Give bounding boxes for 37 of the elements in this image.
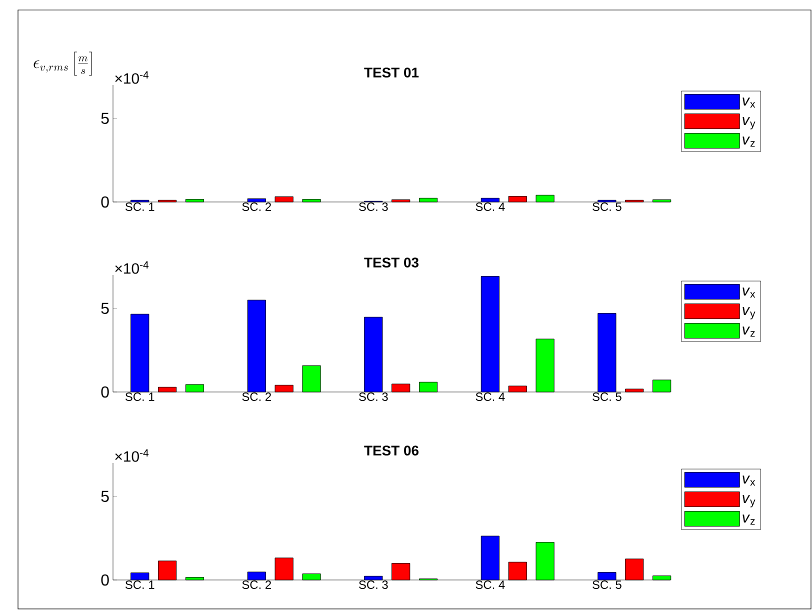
- y-tick-label: 0: [101, 574, 109, 586]
- legend-label: v$_{x}$: [742, 288, 756, 298]
- x-tick-label: SC. 1: [125, 392, 154, 401]
- x-tick-label: SC. 3: [359, 580, 388, 589]
- legend-label: v$_{x}$: [742, 476, 756, 486]
- x-tick-label: SC. 5: [592, 202, 622, 211]
- text: ×10$^{-4}$: [115, 261, 149, 274]
- text: ×10$^{-4}$: [115, 449, 149, 462]
- x-tick-label: SC. 5: [592, 392, 622, 401]
- x-tick-label: SC. 4: [476, 202, 505, 211]
- x-tick-label: SC. 3: [359, 392, 388, 401]
- chart-title: TEST 06: [364, 446, 419, 456]
- y-tick-label: 5: [101, 302, 109, 314]
- x-tick-label: SC. 1: [125, 580, 154, 589]
- text: ×10$^{-4}$: [115, 71, 149, 84]
- legend-label: v$_{y}$: [742, 117, 756, 130]
- chart-title: TEST 01: [364, 68, 419, 78]
- legend-label: v$_{y}$: [742, 495, 756, 508]
- x-tick-label: SC. 4: [476, 392, 505, 401]
- y-tick-label: 0: [101, 196, 109, 208]
- y-tick-label: 5: [101, 490, 109, 502]
- x-tick-label: SC. 4: [476, 580, 505, 589]
- x-tick-label: SC. 1: [125, 202, 154, 211]
- x-tick-label: SC. 2: [242, 580, 271, 589]
- x-tick-label: SC. 2: [242, 392, 271, 401]
- y-tick-label: 0: [101, 386, 109, 398]
- legend-label: v$_{y}$: [742, 307, 756, 320]
- legend-label: v$_{z}$: [742, 136, 755, 147]
- x-tick-label: SC. 2: [242, 202, 271, 211]
- legend-label: v$_{z}$: [742, 326, 755, 337]
- x-tick-label: SC. 3: [359, 202, 388, 211]
- x-tick-label: SC. 5: [592, 580, 622, 589]
- legend-label: v$_{x}$: [742, 98, 756, 108]
- y-tick-label: 5: [101, 112, 109, 124]
- y-axis-title: $\epsilon_{v,rms}\left[\frac{m}{s}\right]$: [34, 52, 92, 76]
- legend-label: v$_{z}$: [742, 514, 755, 525]
- chart-title: TEST 03: [364, 258, 419, 268]
